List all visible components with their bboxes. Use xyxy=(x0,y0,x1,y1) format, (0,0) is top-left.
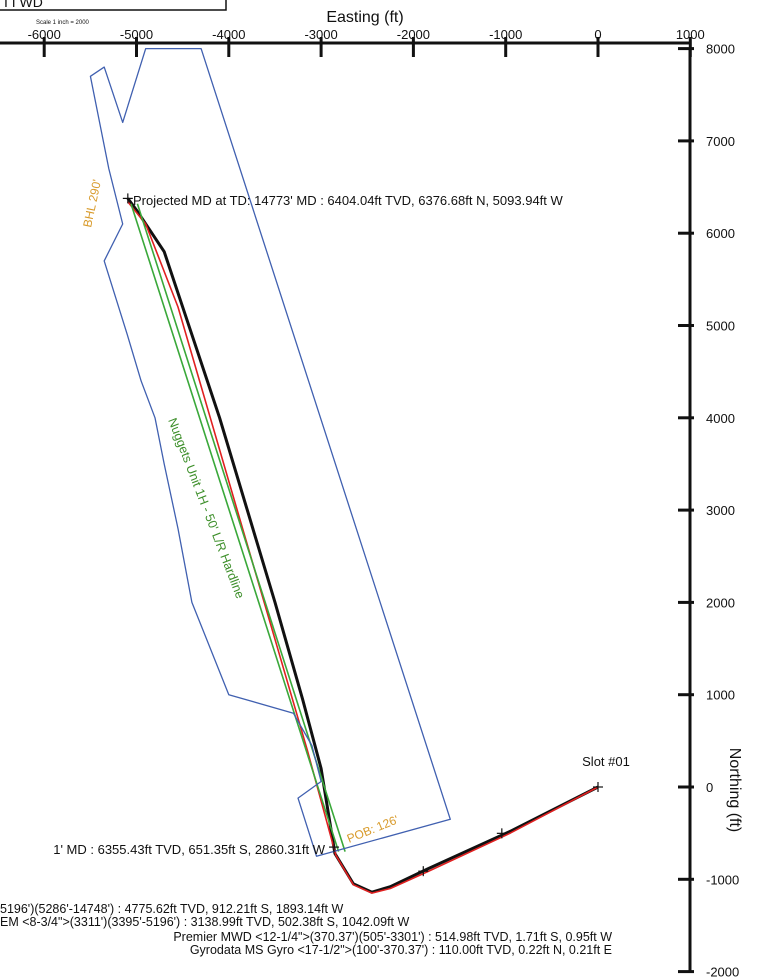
y-tick-label: 5000 xyxy=(706,319,735,334)
header-fragment-box xyxy=(0,0,227,11)
x-axis: -6000 -5000 -4000 -3000 -2000 -1000 0 1000 xyxy=(0,27,705,57)
y-tick-label: -1000 xyxy=(706,872,739,887)
y-tick-label: 2000 xyxy=(706,595,735,610)
y-tick-label: 3000 xyxy=(706,503,735,518)
series-layer xyxy=(89,47,599,894)
series-plan-red xyxy=(127,201,599,894)
x-tick-label: 1000 xyxy=(676,27,705,42)
survey-line-3: Premier MWD <12-1/4">(370.37')(505'-3301… xyxy=(173,930,612,944)
scale-note: Scale 1 inch = 2000 xyxy=(36,20,90,26)
y-tick-label: 0 xyxy=(706,780,713,795)
y-tick-label: 4000 xyxy=(706,411,735,426)
bhl-label: BHL 290' xyxy=(80,178,104,228)
td-marker-label: Projected MD at TD: 14773' MD : 6404.04f… xyxy=(133,193,564,208)
x-tick-label: -2000 xyxy=(397,27,430,42)
y-tick-label: 6000 xyxy=(706,226,735,241)
x-tick-label: -5000 xyxy=(120,27,153,42)
survey-line-2: EM <8-3/4">(3311')(3395'-5196') : 3138.9… xyxy=(0,915,409,929)
x-tick-label: -1000 xyxy=(489,27,522,42)
x-tick-label: 0 xyxy=(594,27,601,42)
series-survey-black xyxy=(126,197,599,894)
survey-line-4: Gyrodata MS Gyro <17-1/2">(100'-370.37')… xyxy=(190,943,612,957)
series-lease-boundary xyxy=(89,47,451,857)
x-tick-label: -4000 xyxy=(212,27,245,42)
y-axis: 8000 7000 6000 5000 4000 3000 2000 1000 0 -1000 -2… xyxy=(678,42,739,980)
survey-line-1: 5196')(5286'-14748') : 4775.62ft TVD, 91… xyxy=(0,902,343,916)
y-tick-label: -2000 xyxy=(706,965,739,980)
slot-label: Slot #01 xyxy=(582,754,630,769)
x-axis-title: Easting (ft) xyxy=(326,9,403,26)
header-fragment-label: I I WD xyxy=(4,0,43,10)
y-axis-title: Northing (ft) xyxy=(726,748,743,832)
y-tick-label: 8000 xyxy=(706,42,735,57)
y-tick-label: 1000 xyxy=(706,688,735,703)
x-tick-label: -6000 xyxy=(28,27,61,42)
y-tick-label: 7000 xyxy=(706,134,735,149)
marker-layer xyxy=(122,193,603,877)
series-hardline-green-a xyxy=(130,203,340,852)
pob-marker-label: 1' MD : 6355.43ft TVD, 651.35ft S, 2860.… xyxy=(53,842,326,857)
x-tick-label: -3000 xyxy=(304,27,337,42)
